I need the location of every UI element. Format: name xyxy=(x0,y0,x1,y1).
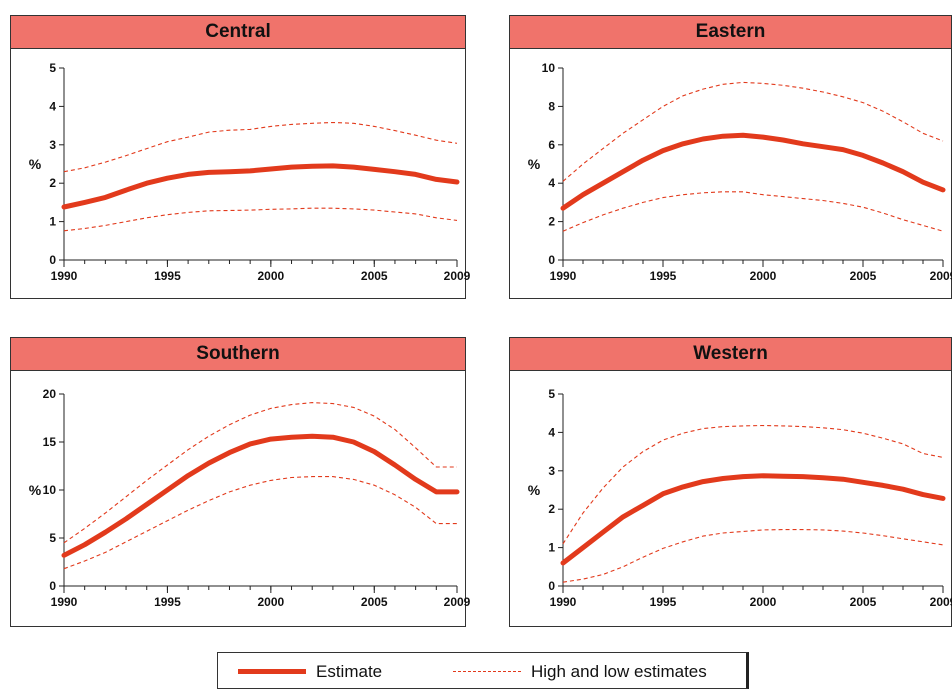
y-tick-label: 3 xyxy=(49,138,56,152)
series-line-estimate xyxy=(61,163,460,210)
y-tick-label: 5 xyxy=(49,61,56,75)
x-tick-label: 2005 xyxy=(850,595,877,609)
legend-swatch-dashed xyxy=(453,671,521,672)
y-tick-label: 10 xyxy=(43,483,57,497)
y-tick-label: 3 xyxy=(548,464,555,478)
y-tick-label: 4 xyxy=(49,99,56,113)
y-axis-label: % xyxy=(528,482,541,498)
legend-label-range: High and low estimates xyxy=(531,661,707,681)
legend: Estimate High and low estimates xyxy=(217,652,749,689)
y-tick-label: 0 xyxy=(548,253,555,267)
series-line-low-estimate xyxy=(562,529,944,583)
y-tick-label: 10 xyxy=(542,61,556,75)
x-tick-label: 2009 xyxy=(930,269,952,283)
series-line-estimate xyxy=(560,132,946,211)
x-tick-label: 2009 xyxy=(444,595,471,609)
x-tick-label: 1995 xyxy=(154,595,181,609)
y-tick-label: 1 xyxy=(49,215,56,229)
series-line-low-estimate xyxy=(63,476,457,570)
legend-item-estimate: Estimate xyxy=(238,653,382,690)
legend-swatch-solid xyxy=(238,669,306,674)
y-tick-label: 8 xyxy=(548,99,555,113)
x-tick-label: 1995 xyxy=(650,269,677,283)
x-tick-label: 2009 xyxy=(444,269,471,283)
x-tick-label: 1995 xyxy=(154,269,181,283)
x-tick-label: 2005 xyxy=(850,269,877,283)
y-tick-label: 5 xyxy=(548,387,555,401)
y-tick-label: 2 xyxy=(548,215,555,229)
x-tick-label: 1990 xyxy=(51,595,78,609)
y-tick-label: 1 xyxy=(548,541,555,555)
y-tick-label: 15 xyxy=(43,435,57,449)
x-tick-label: 1990 xyxy=(550,269,577,283)
plot-area-western: 0 1 2 3 4 5 1990 1995 2000 2005 2009% xyxy=(528,387,952,609)
y-tick-label: 0 xyxy=(548,579,555,593)
y-tick-label: 2 xyxy=(548,502,555,516)
chart-panel-western: Western 0 1 2 3 4 5 1990 1995 2000 2005 2009% xyxy=(509,337,952,627)
x-tick-label: 2005 xyxy=(361,595,388,609)
x-tick-label: 1990 xyxy=(550,595,577,609)
y-axis-label: % xyxy=(29,156,42,172)
chart-title: Southern xyxy=(11,338,465,371)
series-line-estimate xyxy=(560,473,946,566)
y-tick-label: 2 xyxy=(49,176,56,190)
plot-area-central: 0 1 2 3 4 5 1990 1995 2000 2005 2009% xyxy=(29,61,471,283)
chart-panel-central: Central 0 1 2 3 4 5 1990 1995 2000 2005 2009% xyxy=(10,15,471,299)
x-tick-label: 2000 xyxy=(750,595,777,609)
legend-item-range: High and low estimates xyxy=(453,653,707,690)
chart-title: Western xyxy=(510,338,951,371)
x-tick-label: 2000 xyxy=(750,269,777,283)
y-tick-label: 0 xyxy=(49,579,56,593)
plot-area-southern: 0 5 10 15 20 1990 1995 2000 2005 2009% xyxy=(29,387,471,609)
y-tick-label: 0 xyxy=(49,253,56,267)
x-tick-label: 2000 xyxy=(257,269,284,283)
chart-title: Eastern xyxy=(510,16,951,49)
chart-title: Central xyxy=(11,16,465,49)
y-tick-label: 5 xyxy=(49,531,56,545)
series-line-high-estimate xyxy=(562,81,944,182)
y-tick-label: 6 xyxy=(548,138,555,152)
chart-panel-eastern: Eastern 0 2 4 6 8 10 1990 1995 2000 2005 2009% xyxy=(509,15,952,299)
series-line-estimate xyxy=(61,433,460,558)
y-axis-label: % xyxy=(29,482,42,498)
plot-area-eastern: 0 2 4 6 8 10 1990 1995 2000 2005 2009% xyxy=(528,61,952,283)
x-tick-label: 1990 xyxy=(51,269,78,283)
x-tick-label: 2005 xyxy=(361,269,388,283)
series-line-high-estimate xyxy=(63,402,457,544)
series-line-low-estimate xyxy=(63,207,458,232)
x-tick-label: 2009 xyxy=(930,595,952,609)
x-tick-label: 1995 xyxy=(650,595,677,609)
x-tick-label: 2000 xyxy=(257,595,284,609)
y-tick-label: 20 xyxy=(43,387,57,401)
chart-panel-southern: Southern 0 5 10 15 20 1990 1995 2000 2005 2009% xyxy=(10,337,471,627)
y-tick-label: 4 xyxy=(548,176,555,190)
series-line-high-estimate xyxy=(63,121,458,173)
legend-label-estimate: Estimate xyxy=(316,661,383,681)
y-axis-label: % xyxy=(528,156,541,172)
series-line-low-estimate xyxy=(562,191,944,232)
series-line-high-estimate xyxy=(562,424,944,545)
y-tick-label: 4 xyxy=(548,425,555,439)
